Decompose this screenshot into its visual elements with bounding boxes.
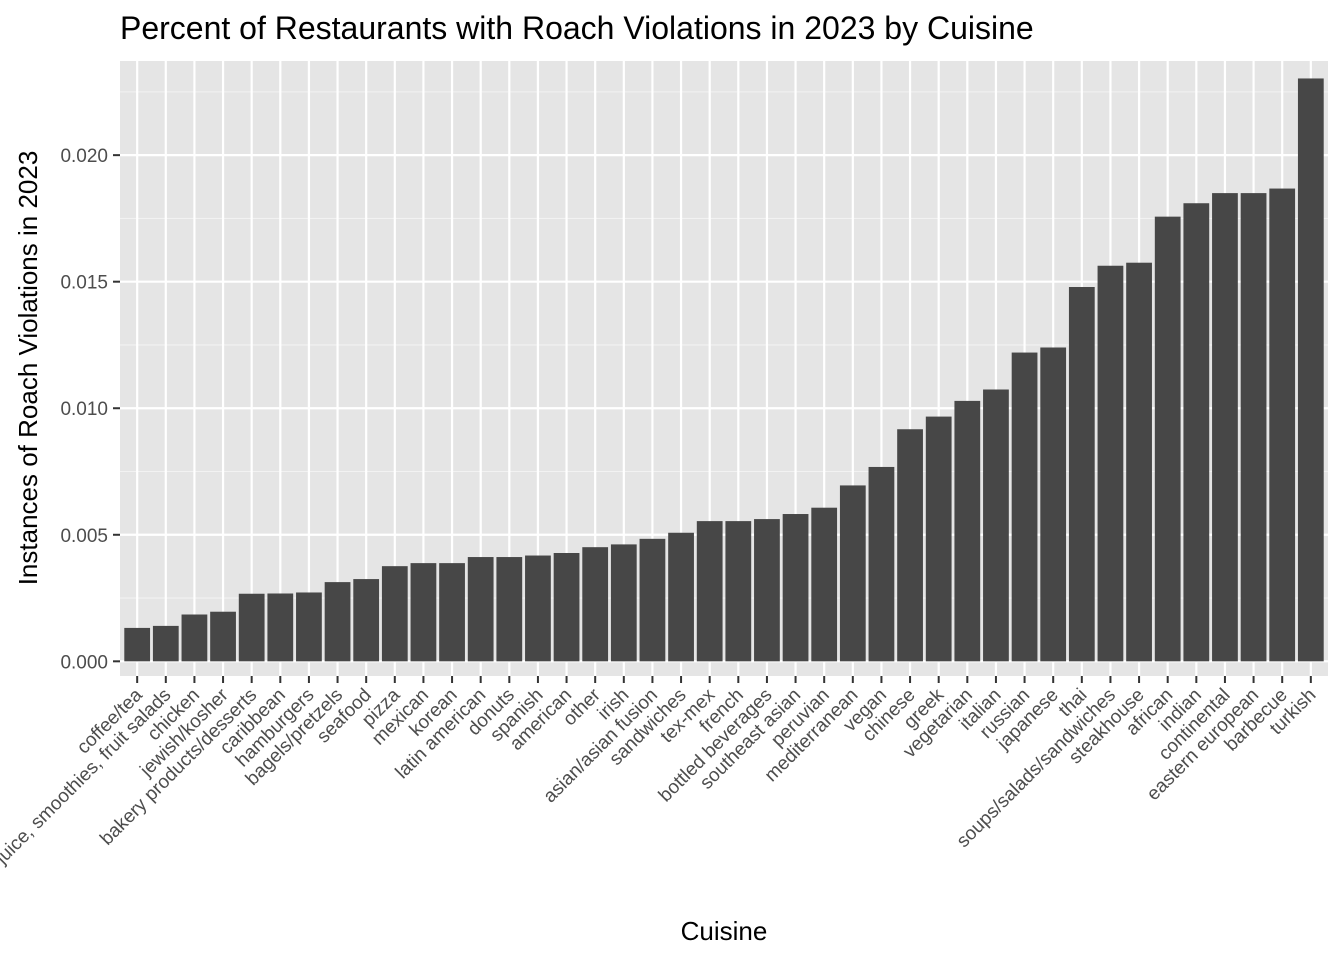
bar-southeast-asian — [782, 514, 809, 662]
bar-turkish — [1297, 78, 1324, 662]
bar-donuts — [496, 557, 523, 662]
bar-indian — [1183, 203, 1210, 662]
bar-peruvian — [811, 507, 838, 662]
bar-soups-salads-sandwiches — [1097, 265, 1124, 662]
bar-juice-smoothies-fruit-salads — [152, 625, 179, 662]
bar-barbecue — [1269, 188, 1296, 662]
bar-bakery-products-desserts — [238, 593, 265, 662]
bar-irish — [610, 544, 637, 662]
bar-bottled-beverages — [754, 519, 780, 662]
y-axis-title: Instances of Roach Violations in 2023 — [13, 151, 43, 586]
bar-african — [1154, 216, 1181, 662]
bar-chinese — [897, 429, 923, 662]
bar-american — [553, 553, 580, 662]
y-tick-label: 0.000 — [60, 652, 108, 673]
bar-continental — [1212, 193, 1238, 662]
bar-other — [582, 547, 609, 662]
bar-korean — [439, 563, 465, 662]
bar-coffee-tea — [124, 627, 151, 662]
bar-jewish-kosher — [210, 611, 236, 662]
y-tick-label: 0.020 — [60, 146, 108, 167]
bar-mediterranean — [839, 485, 866, 662]
bars — [124, 78, 1324, 662]
bar-tex-mex — [696, 521, 723, 662]
bar-caribbean — [267, 593, 294, 662]
bar-seafood — [353, 579, 380, 662]
y-axis: 0.000 0.005 0.010 0.015 0.020 — [60, 146, 120, 673]
bar-vegetarian — [954, 400, 981, 662]
bar-asian-asian-fusion — [639, 538, 666, 662]
bar-sandwiches — [668, 532, 694, 662]
bar-japanese — [1040, 347, 1067, 662]
bar-spanish — [525, 555, 551, 662]
bar-italian — [983, 389, 1009, 662]
bar-greek — [925, 416, 952, 662]
y-tick-label: 0.005 — [60, 526, 108, 547]
bar-steakhouse — [1126, 262, 1152, 662]
bar-pizza — [381, 566, 408, 662]
bar-thai — [1068, 287, 1095, 662]
bar-vegan — [868, 466, 895, 662]
bar-latin-american — [467, 557, 494, 662]
bar-mexican — [410, 563, 437, 662]
bar-french — [725, 521, 752, 662]
bar-bagels-pretzels — [324, 582, 351, 662]
x-axis-title: Cuisine — [681, 916, 768, 946]
chart-title: Percent of Restaurants with Roach Violat… — [120, 10, 1034, 46]
bar-eastern-european — [1240, 193, 1267, 662]
bar-chicken — [181, 614, 208, 662]
y-tick-label: 0.010 — [60, 399, 108, 420]
bar-russian — [1011, 352, 1038, 662]
y-tick-label: 0.015 — [60, 273, 108, 294]
bar-hamburgers — [296, 592, 322, 662]
